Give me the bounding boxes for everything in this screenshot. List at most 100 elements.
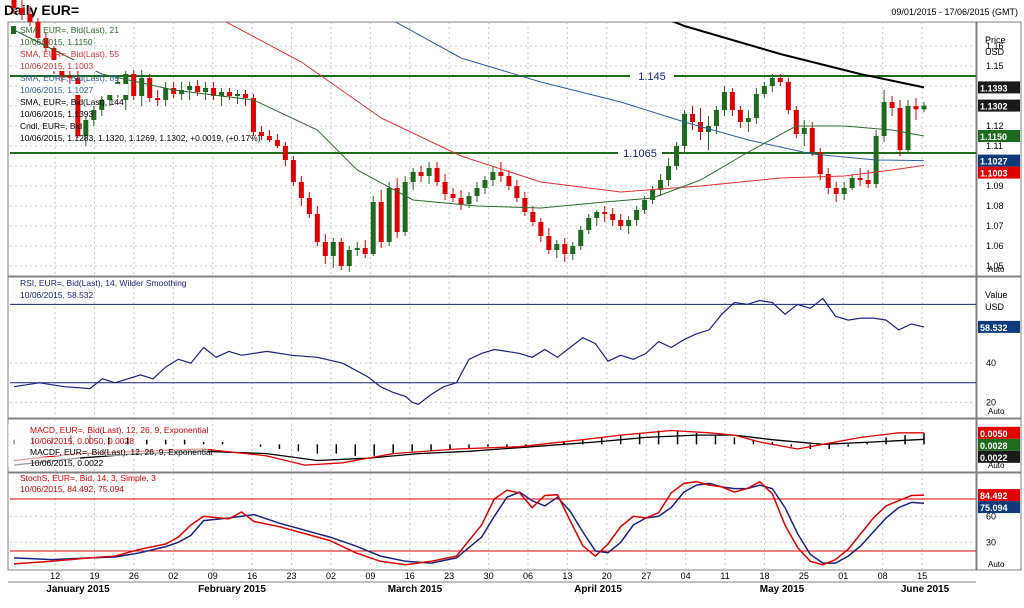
candle	[825, 168, 831, 194]
legend-bg	[20, 84, 128, 95]
month-label: February 2015	[198, 584, 266, 595]
price-legend: SMA, EUR=, Bid(Last), 21 10/06/2015, 1.11…	[11, 25, 261, 143]
stoch-value-tag	[978, 501, 1020, 514]
candle	[139, 70, 145, 106]
candle	[330, 238, 336, 268]
rsi-legend-line: RSI, EUR=, Bid(Last), 14, Wilder Smoothi…	[20, 278, 187, 288]
candle-body	[865, 180, 871, 184]
candle	[713, 106, 719, 134]
candle-body	[171, 88, 177, 94]
price-tick-label: 1.15	[986, 61, 1004, 71]
candle-body	[682, 114, 688, 146]
candle-body	[745, 118, 751, 122]
x-tick-label: 12	[50, 571, 60, 581]
candle-body	[322, 242, 328, 256]
candle-body	[91, 110, 97, 120]
candle-body	[777, 78, 783, 82]
price-legend-line: 10/06/2015, 1.1393	[20, 109, 94, 119]
candle-body	[522, 198, 528, 212]
x-tick-label: 02	[326, 571, 336, 581]
candle-body	[729, 92, 735, 110]
price-value-tag-text: 1.1027	[980, 157, 1008, 167]
macd-value-tag-text: 0.0022	[980, 453, 1008, 463]
candle	[386, 182, 392, 246]
candle	[626, 216, 632, 234]
candle	[682, 110, 688, 152]
candle	[666, 158, 672, 186]
candle-body	[211, 88, 217, 96]
x-tick-label: 25	[799, 571, 809, 581]
candle	[857, 168, 863, 186]
candle	[338, 238, 344, 270]
candle	[514, 180, 520, 202]
candle-body	[370, 202, 376, 254]
candle	[769, 74, 775, 92]
macd-legend-line: 10/06/2015, 0.0050, 0.0028	[30, 436, 134, 446]
level-label-bg	[630, 69, 674, 82]
legend-bg	[20, 60, 128, 71]
candle-body	[75, 78, 81, 136]
candle	[35, 18, 41, 42]
macd-legend-bg	[8, 446, 208, 456]
price-tick-label: 1.06	[986, 241, 1004, 251]
candle	[266, 130, 272, 142]
price-axis-unit: USD	[985, 47, 1005, 57]
legend-candle-icon	[11, 26, 16, 34]
candle-body	[163, 88, 169, 100]
candle	[873, 130, 879, 188]
price-legend-line: 10/06/2015, 1.1003	[20, 61, 94, 71]
price-legend-line: Cndl, EUR=, Bid	[20, 121, 82, 131]
candle	[905, 100, 911, 154]
candle	[147, 74, 153, 102]
month-label: April 2015	[574, 584, 622, 595]
candle	[506, 170, 512, 190]
candle	[594, 210, 600, 226]
x-tick-label: 18	[759, 571, 769, 581]
macd-legend-line: 10/06/2015, 0.0022	[30, 458, 104, 468]
candle	[793, 106, 799, 138]
macd-legend-line: MACD, EUR=, Bid(Last), 12, 26, 9, Expone…	[30, 425, 208, 435]
candle	[187, 82, 193, 100]
candle-body	[378, 202, 384, 242]
candle	[11, 0, 17, 14]
candle-body	[889, 102, 895, 108]
candle-body	[147, 78, 153, 98]
candle-body	[546, 236, 552, 250]
candle	[418, 166, 424, 182]
candle	[721, 86, 727, 116]
candle	[801, 120, 807, 146]
candle-body	[346, 250, 352, 266]
x-tick-label: 16	[247, 571, 257, 581]
price-legend-line: 10/06/2015, 1.1150	[20, 37, 93, 47]
candle	[235, 90, 241, 104]
candle	[354, 242, 360, 256]
candle-body	[594, 212, 600, 218]
price-legend-line: SMA, EUR=, Bid(Last), 21	[20, 25, 119, 35]
candle	[322, 234, 328, 264]
x-tick-label: 01	[838, 571, 848, 581]
candle	[602, 206, 608, 222]
candle-body	[761, 86, 767, 94]
candle-body	[737, 110, 743, 122]
candle-body	[753, 94, 759, 118]
candle-body	[801, 128, 807, 134]
candle-body	[626, 220, 632, 226]
candle-body	[59, 70, 65, 76]
price-tick-label: 1.12	[986, 121, 1004, 131]
candle	[91, 106, 97, 126]
candle-body	[466, 196, 472, 204]
candle	[434, 162, 440, 186]
macd-value-tag	[978, 450, 1020, 463]
x-tick-label: 08	[878, 571, 888, 581]
rsi-value-tag-text: 58.532	[980, 323, 1008, 333]
macd-value-tag-text: 0.0050	[980, 429, 1008, 439]
price-tick-label: 1.07	[986, 221, 1004, 231]
macd-legend-bg	[8, 424, 208, 434]
price-axis-title: Price	[985, 35, 1006, 45]
level-label: 1.1065	[623, 148, 657, 160]
candle-body	[139, 78, 145, 96]
price-axis-frame	[976, 21, 1022, 277]
rsi-legend-line: 10/06/2015, 58.532	[20, 290, 94, 300]
candle-body	[43, 38, 49, 48]
